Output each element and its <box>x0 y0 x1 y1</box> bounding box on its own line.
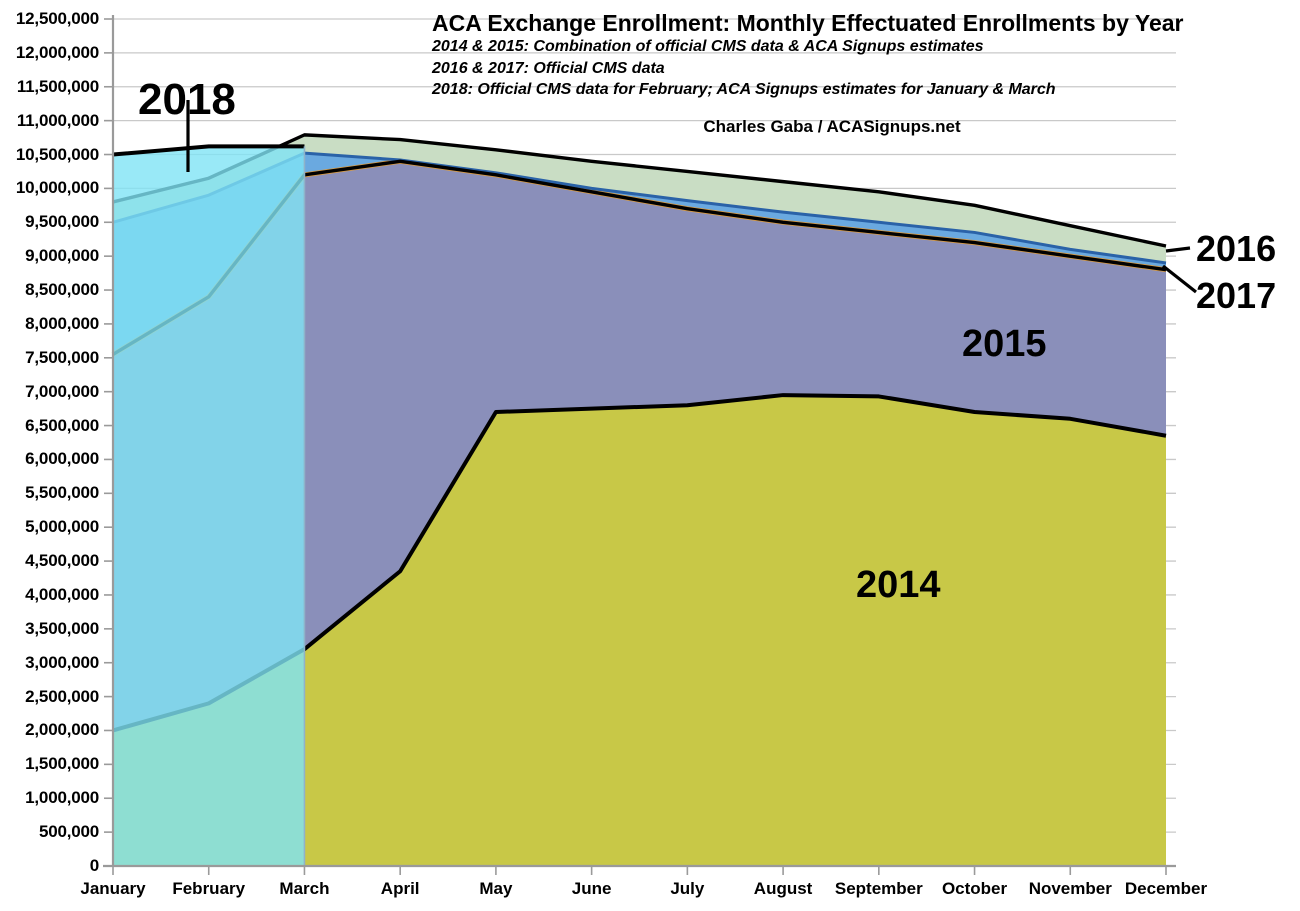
series-label-2014: 2014 <box>856 564 941 606</box>
line-2016 <box>112 133 1167 248</box>
y-axis-tick-label: 10,500,000 <box>15 144 99 164</box>
y-axis-tick-label: 0 <box>89 856 99 875</box>
y-axis-tick-label: 10,000,000 <box>15 178 99 198</box>
y-axis-tick-label: 8,500,000 <box>25 280 99 300</box>
x-axis-tick-label-december: December <box>1124 879 1208 898</box>
title-block: ACA Exchange Enrollment: Monthly Effectu… <box>432 10 1232 100</box>
y-axis-tick-label: 7,000,000 <box>25 381 99 401</box>
y-axis-tick-label: 2,000,000 <box>25 720 99 740</box>
y-axis-tick-label: 11,500,000 <box>16 76 99 96</box>
y-axis-tick-label: 11,000,000 <box>16 110 99 130</box>
y-axis-tick-label: 1,500,000 <box>25 754 99 774</box>
y-axis-tick-label: 12,500,000 <box>15 9 99 28</box>
x-axis-tick-label-september: September <box>834 879 923 898</box>
series-label-2017: 2017 <box>1196 275 1277 316</box>
y-axis-tick-label: 9,500,000 <box>25 212 99 232</box>
leader-line-2016 <box>1165 246 1191 253</box>
x-axis-tick-label-august: August <box>753 879 813 898</box>
series-label-2015: 2015 <box>962 323 1047 365</box>
page-title: ACA Exchange Enrollment: Monthly Effectu… <box>432 10 1184 36</box>
y-axis-tick-label: 4,500,000 <box>25 551 99 571</box>
y-axis-tick-label: 8,000,000 <box>25 313 99 333</box>
annotation-leader-lines <box>186 100 1197 294</box>
x-axis-tick-label-october: October <box>941 879 1008 898</box>
y-axis-tick-label: 1,000,000 <box>25 788 99 808</box>
area-2014 <box>113 395 1166 866</box>
x-axis-tick-label-april: April <box>380 879 420 898</box>
line-2018 <box>112 144 305 157</box>
series-label-2016: 2016 <box>1196 228 1277 269</box>
y-axis-tick-label: 2,500,000 <box>25 686 99 706</box>
subtitle-line-1: 2014 & 2015: Combination of official CMS… <box>432 38 984 56</box>
x-axis-tick-label-january: January <box>80 879 146 898</box>
area-2018 <box>113 146 305 866</box>
x-axis-tick-label-november: November <box>1028 879 1112 898</box>
series-label-2018: 2018 <box>138 75 236 124</box>
y-axis-tick-label: 5,500,000 <box>25 483 99 503</box>
subtitle-line-3: 2018: Official CMS data for February; AC… <box>432 80 1056 98</box>
x-axis-tick-label-july: July <box>670 879 705 898</box>
credit-line: Charles Gaba / ACASignups.net <box>703 117 961 136</box>
y-axis-tick-label: 6,000,000 <box>25 449 99 469</box>
x-axis-tick-label-june: June <box>571 879 612 898</box>
x-axis-tick-label-may: May <box>479 879 513 898</box>
plot-areas <box>111 133 1167 866</box>
leader-line-2017 <box>1162 264 1197 294</box>
y-axis-tick-label: 6,500,000 <box>25 415 99 435</box>
y-axis-tick-label: 7,500,000 <box>25 347 99 367</box>
x-axis-tick-label-february: February <box>172 879 246 898</box>
y-axis-tick-label: 500,000 <box>38 822 99 842</box>
y-axis-tick-label: 3,500,000 <box>25 618 99 638</box>
axes <box>103 15 1176 868</box>
y-axis-tick-label: 4,000,000 <box>25 584 99 604</box>
subtitle-line-2: 2016 & 2017: Official CMS data <box>432 59 665 77</box>
x-axis-tick-label-march: March <box>279 879 330 898</box>
y-axis-tick-label: 9,000,000 <box>25 246 99 266</box>
y-axis-tick-label: 12,000,000 <box>15 42 99 62</box>
y-axis-tick-label: 5,000,000 <box>25 517 99 537</box>
y-axis-tick-label: 3,000,000 <box>25 652 99 672</box>
